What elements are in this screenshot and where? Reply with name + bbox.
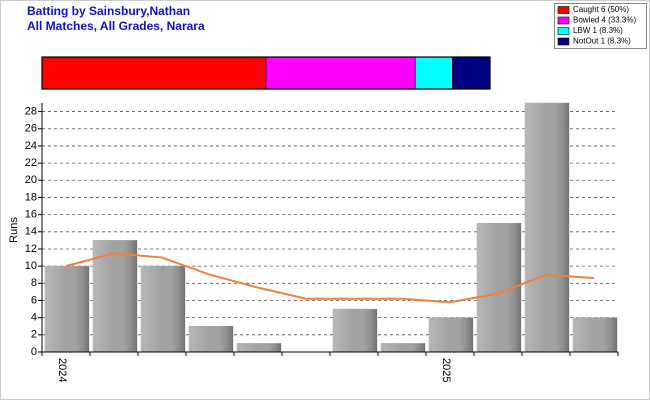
y-tick-label: 10 xyxy=(25,260,37,272)
legend-swatch xyxy=(557,6,570,14)
y-tick-label: 28 xyxy=(25,105,37,117)
legend-swatch xyxy=(557,27,570,35)
y-tick-label: 0 xyxy=(31,346,37,358)
legend-label: Caught 6 (50%) xyxy=(573,5,629,14)
bar-shading xyxy=(333,309,377,352)
x-tick-label: 2024 xyxy=(56,358,68,382)
chart-title: Batting by Sainsbury,Nathan xyxy=(27,4,190,18)
x-tick-label: 2025 xyxy=(440,358,452,382)
legend-swatch xyxy=(557,37,570,46)
bar-shading xyxy=(93,240,137,352)
legend-box xyxy=(554,3,647,49)
dismissal-segment xyxy=(452,56,490,90)
bar-shading xyxy=(45,266,89,352)
y-tick-label: 6 xyxy=(31,294,37,306)
dismissal-segment xyxy=(414,56,453,90)
y-tick-label: 14 xyxy=(25,226,37,238)
y-tick-label: 16 xyxy=(25,209,37,221)
legend-label: Bowled 4 (33.3%) xyxy=(573,16,636,25)
dismissal-border xyxy=(41,56,491,90)
y-tick-label: 18 xyxy=(25,191,37,203)
dismissal-segment xyxy=(41,56,267,90)
dismissal-segment xyxy=(265,56,416,90)
legend-label: LBW 1 (8.3%) xyxy=(573,26,623,35)
trend-line xyxy=(65,252,595,304)
bar-shading xyxy=(429,317,473,352)
y-tick-label: 12 xyxy=(25,243,37,255)
bar-shading xyxy=(189,326,233,352)
bar-shading xyxy=(237,343,281,352)
y-tick-label: 2 xyxy=(31,329,37,341)
y-tick-label: 24 xyxy=(25,140,37,152)
bar-shading xyxy=(573,317,617,352)
y-tick-label: 20 xyxy=(25,174,37,186)
y-tick-label: 26 xyxy=(25,123,37,135)
bar-shading xyxy=(381,343,425,352)
y-tick-label: 4 xyxy=(31,312,37,324)
y-tick-label: 8 xyxy=(31,277,37,289)
y-tick-label: 22 xyxy=(25,157,37,169)
bar-shading xyxy=(141,266,185,352)
y-axis-label: Runs xyxy=(8,217,20,243)
legend-swatch xyxy=(557,16,570,25)
chart-subtitle: All Matches, All Grades, Narara xyxy=(27,19,205,33)
bar-shading xyxy=(525,103,569,352)
legend-label: NotOut 1 (8.3%) xyxy=(573,37,631,46)
